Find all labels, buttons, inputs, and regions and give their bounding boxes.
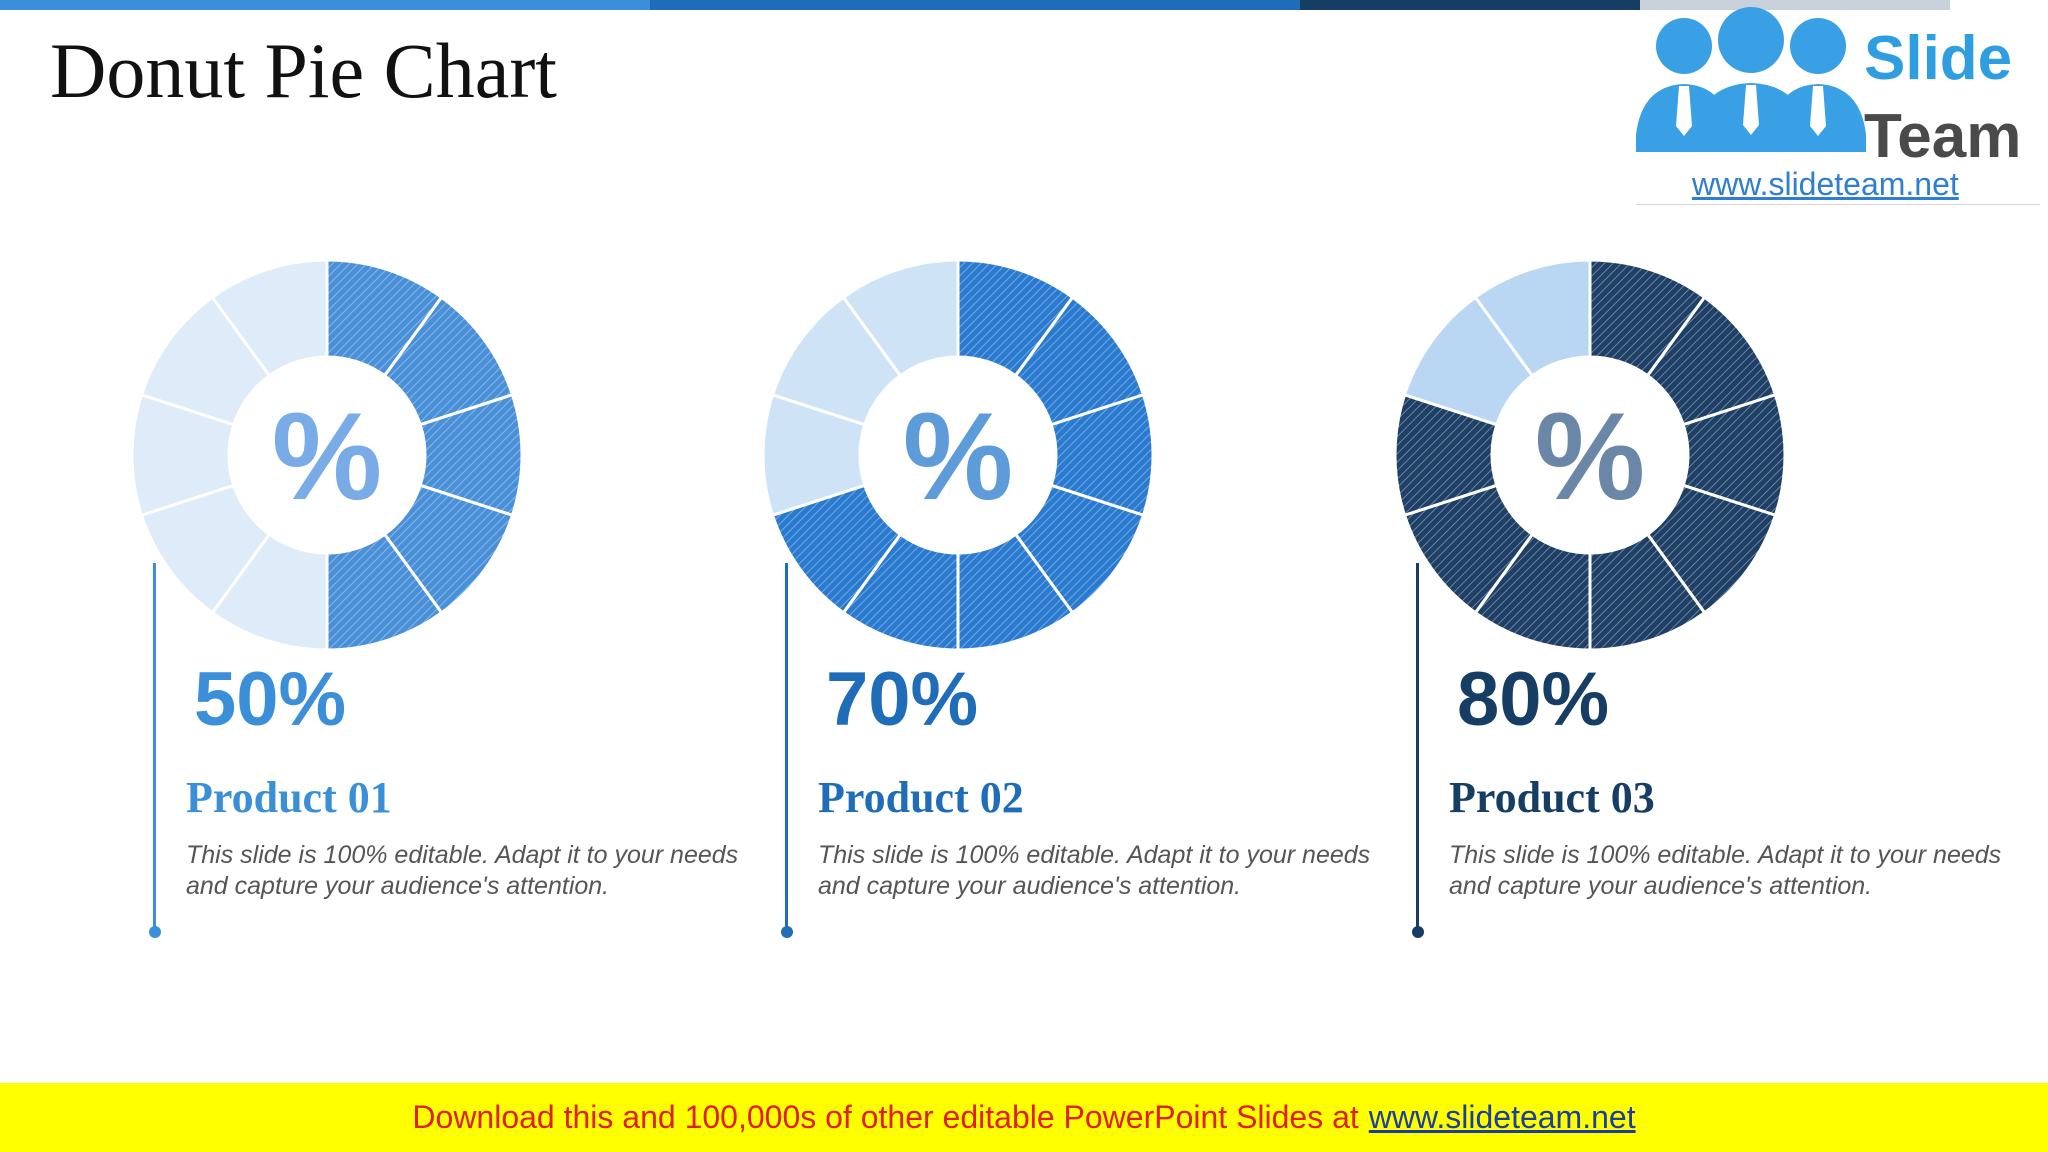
top-bar-segment [1300, 0, 1640, 10]
percent-value-2: 70% [826, 657, 979, 742]
product-name-2: Product 02 [818, 773, 1024, 822]
percent-value-3: 80% [1457, 657, 1610, 742]
percent-value-1: 50% [194, 657, 347, 742]
timeline-line-2 [785, 563, 788, 933]
donut-chart-2: % [763, 260, 1153, 650]
percent-symbol: % [903, 388, 1013, 526]
top-accent-bar [0, 0, 2048, 10]
product-description-3: This slide is 100% editable. Adapt it to… [1449, 841, 2002, 900]
slideteam-logo[interactable]: Slide Team www.slideteam.net [1636, 6, 2040, 205]
timeline-dot-1 [149, 926, 161, 938]
timeline-dot-2 [781, 926, 793, 938]
logo-url-link[interactable]: www.slideteam.net [1692, 166, 1959, 202]
donut-segment-empty [210, 260, 329, 378]
product-name-3: Product 03 [1449, 773, 1655, 822]
timeline-line-1 [153, 563, 156, 933]
banner-text: Download this and 100,000s of other edit… [412, 1099, 1359, 1135]
timeline-line-3 [1416, 563, 1419, 933]
donut-segment-empty [1473, 260, 1592, 378]
logo-divider [1636, 204, 2040, 205]
top-bar-segment [1640, 0, 1950, 10]
donut-segment-empty [841, 260, 960, 378]
people-logo-icon [1636, 7, 1866, 152]
download-banner: Download this and 100,000s of other edit… [0, 1083, 2048, 1152]
product-description-2: This slide is 100% editable. Adapt it to… [818, 841, 1371, 900]
logo-word-slide: Slide [1864, 24, 2013, 93]
top-bar-segment [650, 0, 1300, 10]
donut-chart-3: % [1395, 260, 1785, 650]
product-description-1: This slide is 100% editable. Adapt it to… [186, 841, 739, 900]
slide-title: Donut Pie Chart [50, 27, 557, 114]
percent-symbol: % [1535, 388, 1645, 526]
product-name-1: Product 01 [186, 773, 392, 822]
timeline-dot-3 [1412, 926, 1424, 938]
donut-chart-1: % [132, 260, 522, 650]
top-bar-segment [0, 0, 650, 10]
logo-word-team: Team [1864, 102, 2022, 171]
banner-link[interactable]: www.slideteam.net [1368, 1099, 1636, 1135]
percent-symbol: % [272, 388, 382, 526]
